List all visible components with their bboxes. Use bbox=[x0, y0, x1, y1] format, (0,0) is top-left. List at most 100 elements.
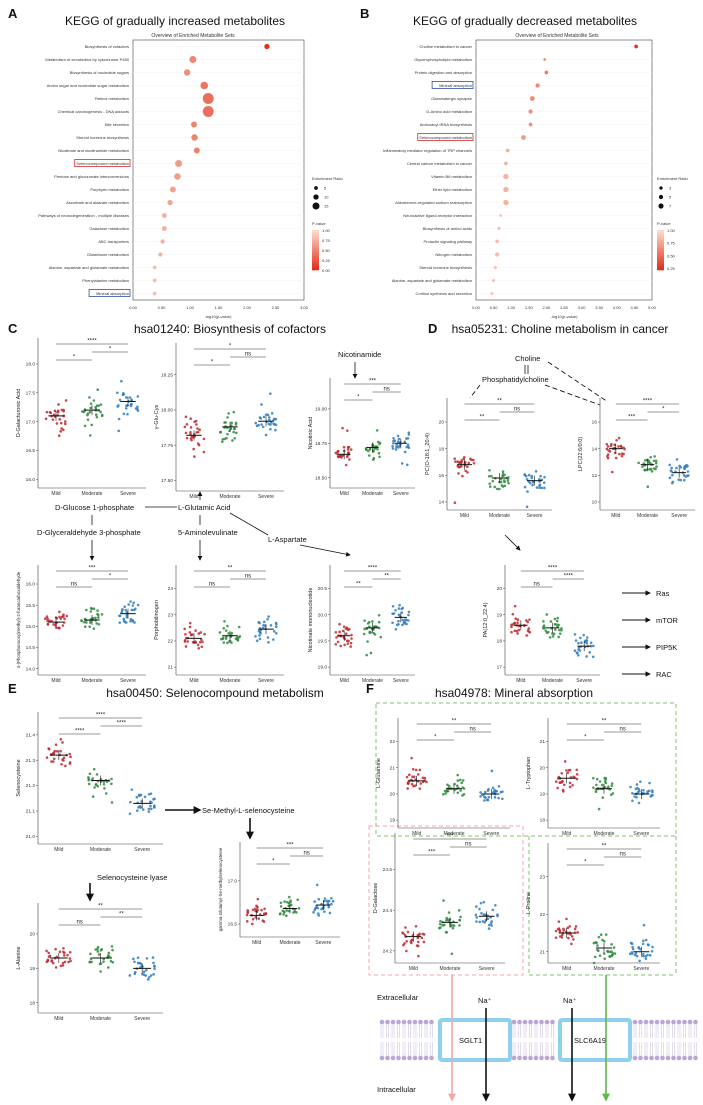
kegg-a-bubble bbox=[174, 173, 181, 180]
plot-d-galactose-data-point bbox=[410, 938, 414, 942]
plot-l-proline-data-point bbox=[644, 938, 648, 942]
plot-gamma-glu-cys-data-point bbox=[232, 410, 236, 414]
plot-l-tryptophan-data-point bbox=[556, 777, 560, 780]
plot-lpc-22-6-data-point bbox=[637, 461, 640, 465]
plot-d-galacturonic-acid-data-point bbox=[56, 409, 60, 413]
plot-pa-12-0-22-4-data-point bbox=[580, 641, 583, 645]
plot-l-alanine-data-point bbox=[107, 955, 111, 958]
plot-pc-o-18-1-20-4-data-point bbox=[543, 475, 546, 479]
lipid-head bbox=[522, 1055, 528, 1061]
kegg-b-category-label: Neuroactive ligand-receptor interaction bbox=[403, 213, 472, 218]
kegg-a-frame bbox=[132, 39, 305, 301]
plot-l-alanine-data-point bbox=[136, 961, 140, 965]
plot-gamma-glutamyl-se-methylselenocysteine-data-point bbox=[246, 909, 249, 912]
plot-pc-o-18-1-20-4-data-point bbox=[523, 473, 527, 476]
plot-phosphonooxy-furancarboxaldehyde-data-point bbox=[125, 613, 129, 617]
kegg-b-size-legend-dot bbox=[659, 186, 663, 190]
plot-phosphonooxy-furancarboxaldehyde-data-point bbox=[47, 619, 51, 622]
plot-l-glutamine-data-point bbox=[499, 790, 503, 794]
plot-l-tryptophan-ytick-label: 18 bbox=[540, 818, 546, 824]
plot-pa-12-0-22-4-data-point bbox=[585, 636, 589, 639]
plot-gamma-glu-cys-data-point bbox=[192, 447, 195, 451]
plot-gamma-glu-cys-data-point bbox=[225, 436, 228, 440]
plot-gamma-glu-cys-data-point bbox=[195, 423, 198, 426]
lipid-head bbox=[539, 1019, 544, 1025]
kegg-a-category-label: Glutathione metabolism bbox=[87, 252, 130, 257]
plot-nicotinate-mononucleotide-data-point bbox=[336, 640, 340, 644]
target-mtor: mTOR bbox=[656, 616, 679, 625]
kegg-b-category-label: Cortisol synthesis and secretion bbox=[416, 291, 472, 296]
plot-l-tryptophan-data-point bbox=[600, 783, 604, 787]
plot-lpc-22-6-data-point bbox=[685, 463, 688, 467]
plot-pa-12-0-22-4-data-point bbox=[585, 655, 588, 658]
kegg-a-category-label: Metabolism of xenobiotics by cytochrome … bbox=[45, 57, 129, 62]
plot-pa-12-0-22-4-data-point bbox=[513, 604, 517, 608]
kegg-a-highlight-box bbox=[88, 289, 131, 297]
plot-l-proline-data-point bbox=[603, 939, 606, 943]
plot-pa-12-0-22-4-data-point bbox=[510, 623, 513, 627]
plot-nicotinic-acid-sig-label: *** bbox=[369, 379, 377, 385]
plot-gamma-glutamyl-se-methylselenocysteine-data-point bbox=[296, 898, 300, 901]
plot-porphobilinogen-data-point bbox=[221, 636, 225, 640]
plot-selenocysteine-data-point bbox=[45, 756, 49, 759]
plot-pa-12-0-22-4-data-point bbox=[579, 636, 582, 640]
plot-l-tryptophan-data-point bbox=[562, 783, 566, 787]
plot-l-glutamine-data-point bbox=[444, 792, 447, 795]
plot-selenocysteine-data-point bbox=[68, 752, 71, 756]
plot-l-proline-data-point bbox=[610, 943, 613, 946]
panel-b-title: KEGG of gradually decreased metabolites bbox=[413, 14, 637, 28]
plot-l-tryptophan-data-point bbox=[642, 789, 645, 792]
plot-l-glutamine-data-point bbox=[453, 782, 456, 786]
plot-lpc-22-6-data-point bbox=[671, 480, 675, 484]
plot-porphobilinogen-data-point bbox=[227, 632, 230, 635]
plot-l-tryptophan-data-point bbox=[554, 780, 558, 783]
plot-porphobilinogen-data-point bbox=[267, 641, 270, 644]
plot-l-glutamine-data-point bbox=[487, 788, 490, 791]
plot-l-tryptophan-ytick-label: 21 bbox=[540, 739, 546, 745]
plot-l-tryptophan-data-point bbox=[575, 777, 579, 781]
plot-pc-o-18-1-20-4-xtick-label: Severe bbox=[527, 513, 543, 519]
plot-porphobilinogen-data-point bbox=[199, 631, 203, 634]
plot-l-alanine-data-point bbox=[139, 962, 143, 966]
lipid-head bbox=[396, 1055, 401, 1061]
plot-l-proline-data-point bbox=[612, 946, 616, 949]
plot-l-alanine-sig-label: ns bbox=[76, 920, 82, 926]
sglt1-label: SGLT1 bbox=[459, 1036, 482, 1045]
plot-phosphonooxy-furancarboxaldehyde-data-point bbox=[130, 608, 134, 612]
plot-nicotinate-mononucleotide-data-point bbox=[346, 628, 350, 632]
plot-gamma-glu-cys-data-point bbox=[269, 423, 272, 426]
plot-nicotinate-mononucleotide-data-point bbox=[407, 610, 411, 614]
plot-pc-o-18-1-20-4-data-point bbox=[472, 461, 476, 465]
plot-nicotinic-acid-xtick-label: Severe bbox=[393, 491, 409, 497]
plot-pa-12-0-22-4-data-point bbox=[575, 651, 579, 655]
plot-l-proline-data-point bbox=[641, 952, 645, 956]
plot-pc-o-18-1-20-4-data-point bbox=[467, 461, 471, 465]
kegg-b-colorbar-segment bbox=[657, 248, 664, 251]
plot-porphobilinogen-ylabel: Porphobilinogen bbox=[154, 600, 160, 640]
plot-porphobilinogen-data-point bbox=[274, 625, 278, 629]
plot-d-galactose-data-point bbox=[414, 924, 418, 928]
plot-gamma-glu-cys-data-point bbox=[234, 421, 238, 425]
kegg-b-colorbar-segment bbox=[657, 230, 664, 233]
plot-pa-12-0-22-4: 17 18 19 20 PA(12:0_22:4) Mild Moderate Severe n… bbox=[483, 565, 600, 684]
plot-phosphonooxy-furancarboxaldehyde-data-point bbox=[92, 627, 96, 630]
plot-l-glutamine-data-point bbox=[408, 773, 411, 777]
plot-phosphonooxy-furancarboxaldehyde-data-point bbox=[85, 608, 88, 612]
plot-pc-o-18-1-20-4-data-point bbox=[534, 470, 538, 473]
plot-l-glutamine-data-point bbox=[406, 781, 410, 784]
plot-l-glutamine-data-point bbox=[456, 773, 459, 777]
plot-lpc-22-6-xtick-label: Severe bbox=[671, 513, 687, 519]
plot-nicotinate-mononucleotide-data-point bbox=[407, 613, 410, 617]
plot-d-galactose-data-point bbox=[459, 915, 462, 919]
plot-nicotinate-mononucleotide-xtick-label: Severe bbox=[393, 678, 409, 684]
panel-c-title: hsa01240: Biosynthesis of cofactors bbox=[134, 322, 326, 336]
plot-selenocysteine-xtick-label: Severe bbox=[134, 847, 150, 853]
plot-nicotinic-acid-data-point bbox=[377, 451, 381, 455]
lipid-head bbox=[385, 1055, 390, 1061]
plot-d-galacturonic-acid-data-point bbox=[99, 410, 102, 414]
kegg-a-colorbar-label: 0.75 bbox=[322, 238, 331, 243]
plot-lpc-22-6-data-point bbox=[682, 478, 686, 482]
plot-l-glutamine-xtick-label: Moderate bbox=[443, 831, 464, 837]
kegg-a-size-legend-dot bbox=[314, 186, 318, 190]
plot-selenocysteine-sig-label: **** bbox=[75, 729, 85, 735]
